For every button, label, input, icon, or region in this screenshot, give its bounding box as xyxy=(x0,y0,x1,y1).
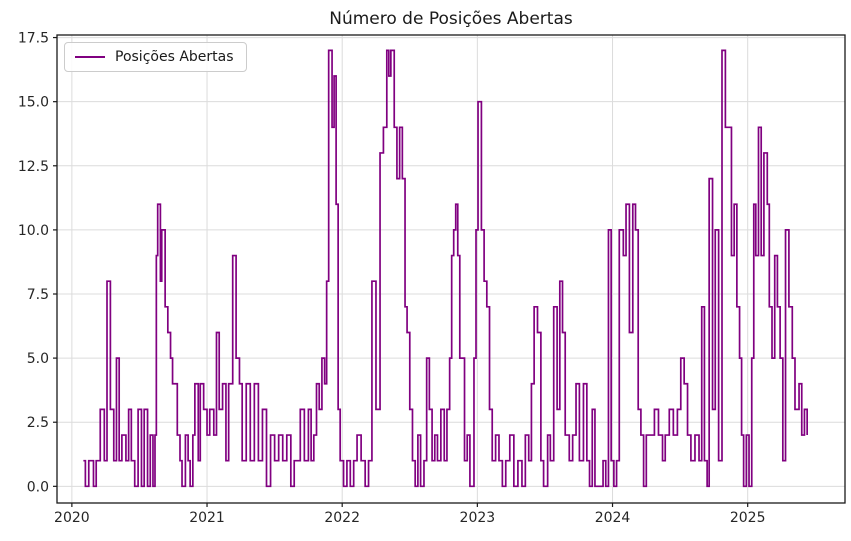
legend-line-sample xyxy=(75,56,105,58)
y-tick-label: 7.5 xyxy=(27,287,49,303)
y-tick-label: 2.5 xyxy=(27,415,49,431)
y-tick-label: 5.0 xyxy=(27,351,49,367)
x-tick-label: 2025 xyxy=(730,510,766,526)
data-line-posicoes-abertas xyxy=(83,49,808,488)
y-tick-label: 10.0 xyxy=(18,223,49,239)
legend-label: Posições Abertas xyxy=(115,49,234,65)
y-tick-label: 17.5 xyxy=(18,31,49,47)
y-tick-label: 15.0 xyxy=(18,95,49,111)
y-tick-label: 0.0 xyxy=(27,479,49,495)
y-tick-label: 12.5 xyxy=(18,159,49,175)
x-tick-label: 2021 xyxy=(189,510,225,526)
x-tick-label: 2020 xyxy=(54,510,90,526)
x-tick-label: 2022 xyxy=(324,510,360,526)
axes-spines xyxy=(56,34,846,504)
legend: Posições Abertas xyxy=(64,42,247,72)
x-tick-label: 2024 xyxy=(595,510,631,526)
chart-title: Número de Posições Abertas xyxy=(329,9,573,29)
x-tick-label: 2023 xyxy=(460,510,496,526)
